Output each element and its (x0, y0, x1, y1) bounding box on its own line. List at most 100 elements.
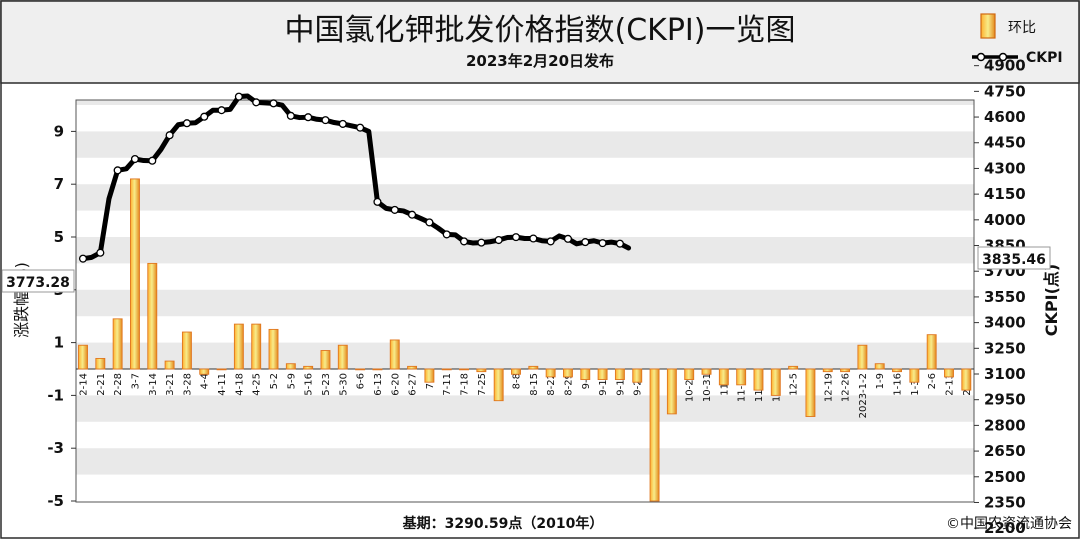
bar-12-26 (840, 368, 851, 373)
right-tick-label: 3100 (984, 365, 1026, 383)
end-value-text: 3835.46 (982, 252, 1046, 268)
bar-4-18 (233, 323, 244, 370)
bar-6-6 (355, 368, 366, 371)
bar-6-20 (389, 339, 400, 370)
x-tick-label: 9-26 (633, 373, 644, 396)
x-tick-label: 6-6 (356, 373, 367, 389)
x-tick-label: 2-28 (113, 373, 124, 396)
x-tick-label: 5-23 (321, 373, 332, 396)
right-tick-label: 4000 (984, 211, 1026, 229)
x-tick-label: 10-24 (685, 373, 696, 402)
bar-4-4 (199, 368, 210, 375)
bar-11-21 (753, 368, 764, 391)
bar-2-6 (926, 334, 937, 370)
bar-3-7 (130, 178, 140, 370)
bar-series (78, 178, 972, 502)
ckpi-point (459, 237, 469, 246)
x-tick-label: 10-31 (702, 373, 713, 402)
bar-4-11 (216, 368, 227, 371)
ckpi-point (373, 197, 382, 206)
x-tick-label: 1-30 (910, 373, 921, 396)
x-tick-label: 6-20 (390, 373, 401, 396)
right-tick-label: 2800 (984, 416, 1026, 434)
legend-line-label: CKPI (1026, 50, 1063, 66)
ckpi-point (563, 234, 573, 243)
bar-11-28 (770, 368, 781, 396)
x-tick-label: 7-18 (460, 373, 471, 396)
x-tick-label: 5-9 (286, 373, 297, 389)
right-axis: 4900475046004450430041504000385037003550… (974, 57, 1026, 537)
x-tick-label: 4-4 (200, 373, 211, 389)
ckpi-point (234, 92, 243, 101)
x-tick-label: 1-16 (893, 373, 904, 396)
x-tick-label: 2-21 (96, 373, 107, 396)
legend: 环比 CKPI (972, 13, 1063, 66)
left-tick-label: 1 (54, 334, 64, 352)
legend-bar-swatch (980, 13, 996, 39)
x-tick-label: 8-22 (546, 373, 557, 396)
ckpi-point (477, 238, 486, 247)
bar-1-16 (892, 368, 902, 373)
bar-2-13 (944, 368, 954, 378)
left-tick-label: -5 (47, 492, 64, 510)
x-tick-label: 8-8 (512, 373, 523, 389)
bar-2-21 (95, 357, 106, 370)
bar-1-30 (909, 368, 920, 383)
right-tick-label: 4600 (984, 108, 1026, 126)
bar-9-19 (614, 368, 625, 381)
bar-10-24 (684, 368, 695, 381)
bar-7-11 (441, 368, 452, 371)
ckpi-point (148, 156, 157, 165)
x-tick-label: 6-27 (408, 373, 419, 396)
bar-2023-1-2 (857, 344, 868, 370)
x-tick-label: 9-5 (581, 373, 592, 389)
bar-5-23 (320, 350, 331, 370)
bar-12-5 (788, 365, 799, 370)
bar-11-7 (718, 368, 729, 386)
x-tick-label: 4-11 (217, 373, 228, 396)
bar-2-28 (112, 318, 123, 370)
bar-12-12 (805, 368, 816, 417)
ckpi-point (321, 116, 330, 125)
ckpi-point (165, 131, 174, 140)
left-tick-label: 9 (54, 122, 64, 140)
bar-8-8 (511, 368, 521, 375)
ckpi-point (408, 210, 417, 219)
bar-6-13 (372, 368, 383, 371)
x-tick-label: 7-25 (477, 373, 488, 396)
x-tick-label: 12-26 (841, 373, 852, 402)
ckpi-point (529, 234, 538, 243)
x-tick-label: 11-14 (737, 373, 748, 402)
line-series (78, 92, 632, 263)
x-tick-label: 4-25 (252, 373, 263, 396)
x-tick-labels: 2-14 2-21 2-28 3-7 3-14 3-21 3-28 4-4 4-11 4-18 4-… (79, 373, 973, 418)
x-tick-label: 5-2 (269, 373, 280, 389)
ckpi-point (96, 248, 105, 257)
grid-band (76, 184, 974, 211)
x-tick-label: 2023-1-2 (858, 373, 869, 418)
bar-5-30 (337, 344, 348, 370)
start-value-box (1, 269, 75, 293)
right-tick-label: 2500 (984, 468, 1026, 486)
ckpi-point (425, 218, 434, 227)
bar-11-14 (736, 368, 747, 386)
grid-bands (75, 99, 975, 503)
ckpi-point (338, 119, 347, 128)
base-period-note: 基期：3290.59点（2010年） (403, 515, 604, 532)
start-value-annotation: 3773.28 (1, 269, 75, 293)
ckpi-point (546, 237, 555, 246)
end-value-box (977, 246, 1051, 270)
header-panel (0, 0, 1080, 84)
left-tick-label: 7 (54, 175, 64, 193)
bar-10-31 (701, 368, 712, 375)
grid-band (76, 289, 974, 317)
legend-line-marker-right (998, 52, 1008, 62)
x-tick-label: 2-13 (945, 373, 956, 396)
bar-4-25 (251, 323, 262, 370)
grid-band (76, 100, 974, 105)
x-tick-label: 4-18 (234, 373, 245, 396)
ckpi-point (113, 166, 122, 175)
bar-6-27 (407, 365, 418, 370)
bar-9-26 (632, 368, 643, 383)
